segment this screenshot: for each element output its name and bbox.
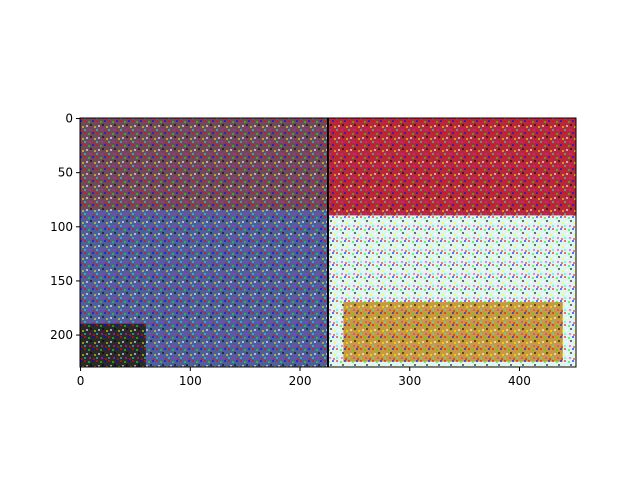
x-tick-label: 200 — [289, 374, 312, 388]
y-tick-label: 100 — [50, 220, 73, 234]
axes-frame — [79, 117, 577, 368]
heatmap-image — [80, 118, 576, 367]
x-tick-label: 300 — [398, 374, 421, 388]
x-tick-label: 0 — [77, 374, 85, 388]
y-axis: 0 50 100 150 200 — [50, 112, 80, 342]
x-tick-label: 100 — [179, 374, 202, 388]
y-tick-label: 200 — [50, 328, 73, 342]
x-axis: 0 100 200 300 400 — [77, 367, 531, 388]
y-tick-label: 150 — [50, 274, 73, 288]
y-tick-label: 0 — [65, 112, 73, 126]
x-tick-label: 400 — [508, 374, 531, 388]
y-tick-label: 50 — [58, 166, 73, 180]
